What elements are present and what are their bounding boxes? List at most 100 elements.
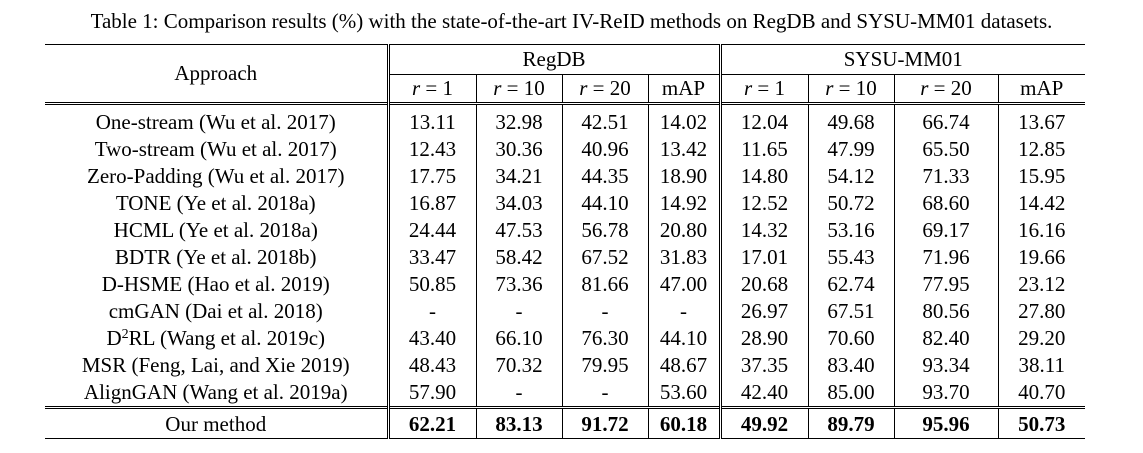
- value-cell: 12.85: [997, 136, 1086, 163]
- method-cell: AlignGAN (Wang et al. 2019a): [83, 380, 348, 404]
- value-cell: 67.51: [807, 298, 894, 325]
- table-caption: Table 1: Comparison results (%) with the…: [90, 9, 1053, 33]
- rank-value: = 10: [838, 76, 877, 100]
- value-cell: 57.90: [386, 379, 476, 408]
- value-cell: 53.60: [647, 379, 720, 408]
- value-cell: 93.70: [893, 379, 998, 408]
- value-cell: 48.67: [647, 352, 720, 379]
- value-cell: 73.36: [475, 271, 562, 298]
- rank-variable: r: [743, 76, 753, 100]
- value-cell: -: [647, 298, 720, 325]
- value-cell: 71.96: [893, 244, 998, 271]
- value-cell: 95.96: [893, 406, 998, 439]
- table-row: TONE (Ye et al. 2018a) 16.87 34.03 44.10 14.…: [45, 190, 1086, 217]
- table-row: D-HSME (Hao et al. 2019) 50.85 73.36 81.66 4…: [45, 271, 1086, 298]
- value-cell: 62.21: [386, 406, 476, 439]
- value-cell: 81.66: [561, 271, 648, 298]
- value-cell: 12.04: [718, 102, 808, 136]
- method-cell: D-HSME (Hao et al. 2019): [101, 272, 330, 296]
- value-cell: 58.42: [475, 244, 562, 271]
- value-cell: 19.66: [997, 244, 1086, 271]
- sysu-rank-header: r = 10: [807, 74, 894, 104]
- value-cell: -: [561, 298, 648, 325]
- value-cell: 62.74: [807, 271, 894, 298]
- rank-value: = 1: [757, 76, 786, 100]
- value-cell: 33.47: [386, 244, 476, 271]
- rank-variable: r: [493, 76, 502, 100]
- value-cell: 14.80: [718, 163, 808, 190]
- value-cell: 27.80: [997, 298, 1086, 325]
- value-cell: 76.30: [561, 325, 648, 352]
- value-cell: 67.52: [561, 244, 648, 271]
- regdb-rank-header: r = 20: [561, 74, 648, 104]
- value-cell: 11.65: [718, 136, 808, 163]
- value-cell: 42.51: [561, 102, 648, 136]
- value-cell: 65.50: [893, 136, 998, 163]
- value-cell: 40.96: [561, 136, 648, 163]
- value-cell: 47.99: [807, 136, 894, 163]
- value-cell: 55.43: [807, 244, 894, 271]
- value-cell: 71.33: [893, 163, 998, 190]
- value-cell: 44.10: [647, 325, 720, 352]
- value-cell: 44.35: [561, 163, 648, 190]
- value-cell: 14.42: [997, 190, 1086, 217]
- value-cell: 24.44: [386, 217, 476, 244]
- regdb-rank-header: r = 10: [475, 74, 562, 104]
- value-cell: 70.60: [807, 325, 894, 352]
- value-cell: 50.73: [997, 406, 1086, 439]
- value-cell: 42.40: [718, 379, 808, 408]
- rank-value: = 20: [592, 76, 631, 100]
- table-row: Zero-Padding (Wu et al. 2017) 17.75 34.21 4…: [45, 163, 1086, 190]
- value-cell: 16.16: [997, 217, 1086, 244]
- value-cell: -: [386, 298, 476, 325]
- value-cell: 16.87: [386, 190, 476, 217]
- value-cell: 89.79: [807, 406, 894, 439]
- table-row: HCML (Ye et al. 2018a) 24.44 47.53 56.78 20.…: [45, 217, 1086, 244]
- value-cell: 44.10: [561, 190, 648, 217]
- regdb-rank-header: r = 1: [386, 74, 476, 104]
- table-row: MSR (Feng, Lai, and Xie 2019) 48.43 70.32 7…: [45, 352, 1086, 379]
- table-row: BDTR (Ye et al. 2018b) 33.47 58.42 67.52 31.…: [45, 244, 1086, 271]
- value-cell: 20.80: [647, 217, 720, 244]
- value-cell: 47.53: [475, 217, 562, 244]
- value-cell: 12.52: [718, 190, 808, 217]
- value-cell: 80.56: [893, 298, 998, 325]
- rank-variable: r: [579, 76, 588, 100]
- value-cell: 66.74: [893, 102, 998, 136]
- value-cell: 18.90: [647, 163, 720, 190]
- regdb-group-header: RegDB: [386, 44, 720, 75]
- value-cell: -: [561, 379, 648, 408]
- value-cell: 37.35: [718, 352, 808, 379]
- value-cell: 53.16: [807, 217, 894, 244]
- value-cell: 79.95: [561, 352, 648, 379]
- value-cell: 48.43: [386, 352, 476, 379]
- method-cell: One-stream (Wu et al. 2017): [45, 102, 388, 136]
- rank-value: = 20: [933, 76, 972, 100]
- value-cell: 20.68: [718, 271, 808, 298]
- value-cell: 82.40: [893, 325, 998, 352]
- value-cell: 40.70: [997, 379, 1086, 408]
- rank-value: = 10: [506, 76, 545, 100]
- value-cell: 34.21: [475, 163, 562, 190]
- value-cell: 93.34: [893, 352, 998, 379]
- value-cell: 85.00: [807, 379, 894, 408]
- rank-variable: r: [411, 76, 421, 100]
- value-cell: 12.43: [386, 136, 476, 163]
- value-cell: 91.72: [561, 406, 648, 439]
- method-cell: MSR (Feng, Lai, and Xie 2019): [81, 353, 350, 377]
- value-cell: 30.36: [475, 136, 562, 163]
- value-cell: 13.11: [386, 102, 476, 136]
- value-cell: 60.18: [647, 406, 720, 439]
- value-cell: 77.95: [893, 271, 998, 298]
- value-cell: 26.97: [718, 298, 808, 325]
- value-cell: 17.75: [386, 163, 476, 190]
- method-name-superscript: 2: [121, 327, 129, 342]
- value-cell: 29.20: [997, 325, 1086, 352]
- rank-variable: r: [825, 76, 834, 100]
- value-cell: 49.92: [718, 406, 808, 439]
- sysu-map-header: mAP: [997, 74, 1086, 104]
- method-cell: Two-stream (Wu et al. 2017): [94, 137, 337, 161]
- value-cell: 28.90: [718, 325, 808, 352]
- value-cell: 23.12: [997, 271, 1086, 298]
